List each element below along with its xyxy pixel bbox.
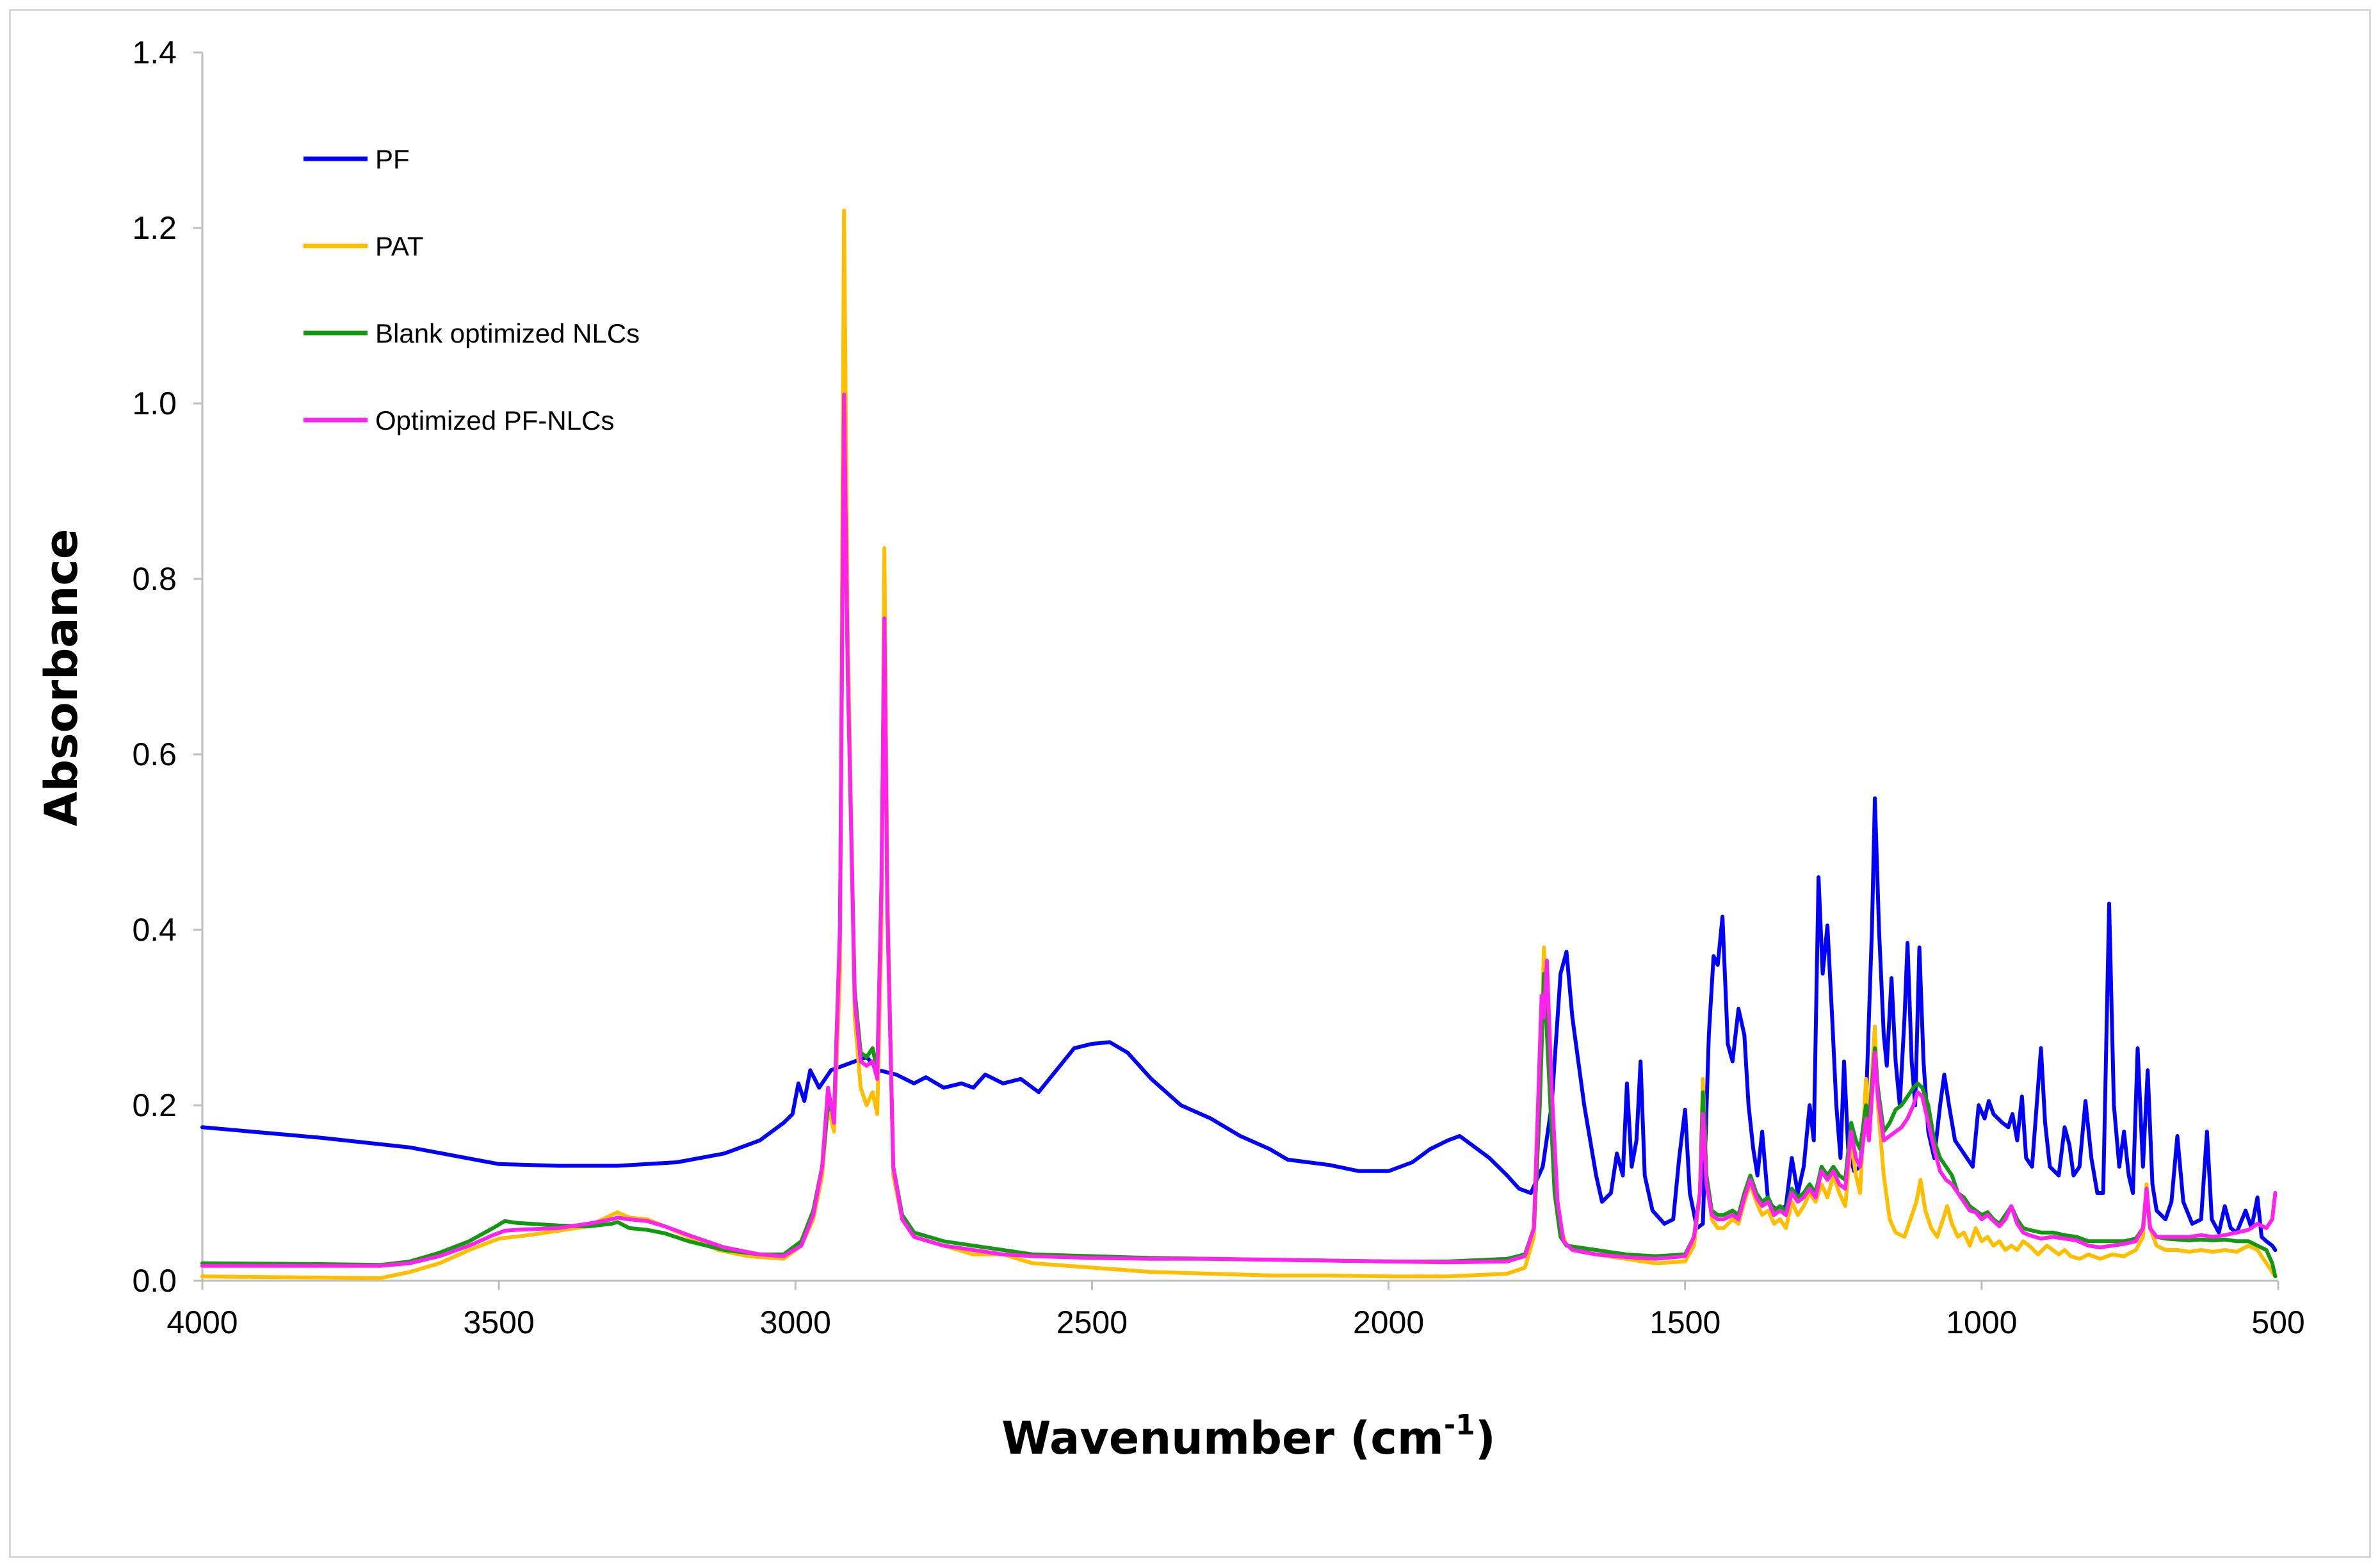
axes (201, 53, 2278, 1282)
x-axis-title-main: Wavenumber (cm (1001, 1412, 1444, 1465)
x-tick-label: 4000 (166, 1304, 238, 1340)
legend-label: PAT (375, 231, 423, 261)
y-tick-label: 0.4 (132, 912, 177, 948)
legend-label: Optimized PF-NLCs (375, 405, 614, 435)
y-tick-label: 1.4 (132, 35, 177, 70)
y-ticks: 0.0 0.2 0.4 0.6 0.8 1.0 1.2 1.4 (132, 35, 202, 1299)
series-line-2 (200, 208, 2278, 1280)
x-axis-title-suffix: ) (1475, 1412, 1496, 1465)
y-tick-label: 0.8 (132, 561, 177, 597)
series-layer (200, 208, 2278, 1280)
y-tick-label: 0.0 (132, 1263, 177, 1299)
x-ticks: 4000 3500 3000 2500 2000 1500 1000 500 (166, 1281, 2305, 1340)
x-tick-label: 3000 (760, 1304, 831, 1340)
x-tick-label: 2000 (1353, 1304, 1424, 1340)
series-line-3 (200, 393, 2278, 1279)
x-tick-label: 2500 (1056, 1304, 1128, 1340)
legend-label: PF (375, 144, 410, 174)
chart-frame (9, 9, 2371, 1558)
legend-label: Blank optimized NLCs (375, 318, 640, 348)
series-line-4 (200, 393, 2278, 1268)
x-tick-label: 3500 (464, 1304, 535, 1340)
x-tick-label: 1500 (1649, 1304, 1720, 1340)
x-tick-label: 1000 (1946, 1304, 2017, 1340)
y-tick-label: 0.2 (132, 1087, 177, 1123)
x-tick-label: 500 (2251, 1304, 2304, 1340)
y-tick-label: 0.6 (132, 736, 177, 772)
y-axis-title: Absorbance (35, 529, 88, 827)
x-axis-title: Wavenumber (cm-1) (1001, 1409, 1495, 1465)
x-axis-title-superscript: -1 (1444, 1409, 1475, 1441)
series-line-1 (200, 796, 2278, 1252)
y-tick-label: 1.0 (132, 386, 177, 421)
legend: PF PAT Blank optimized NLCs Optimized PF-NL… (304, 144, 640, 435)
y-tick-label: 1.2 (132, 210, 177, 246)
